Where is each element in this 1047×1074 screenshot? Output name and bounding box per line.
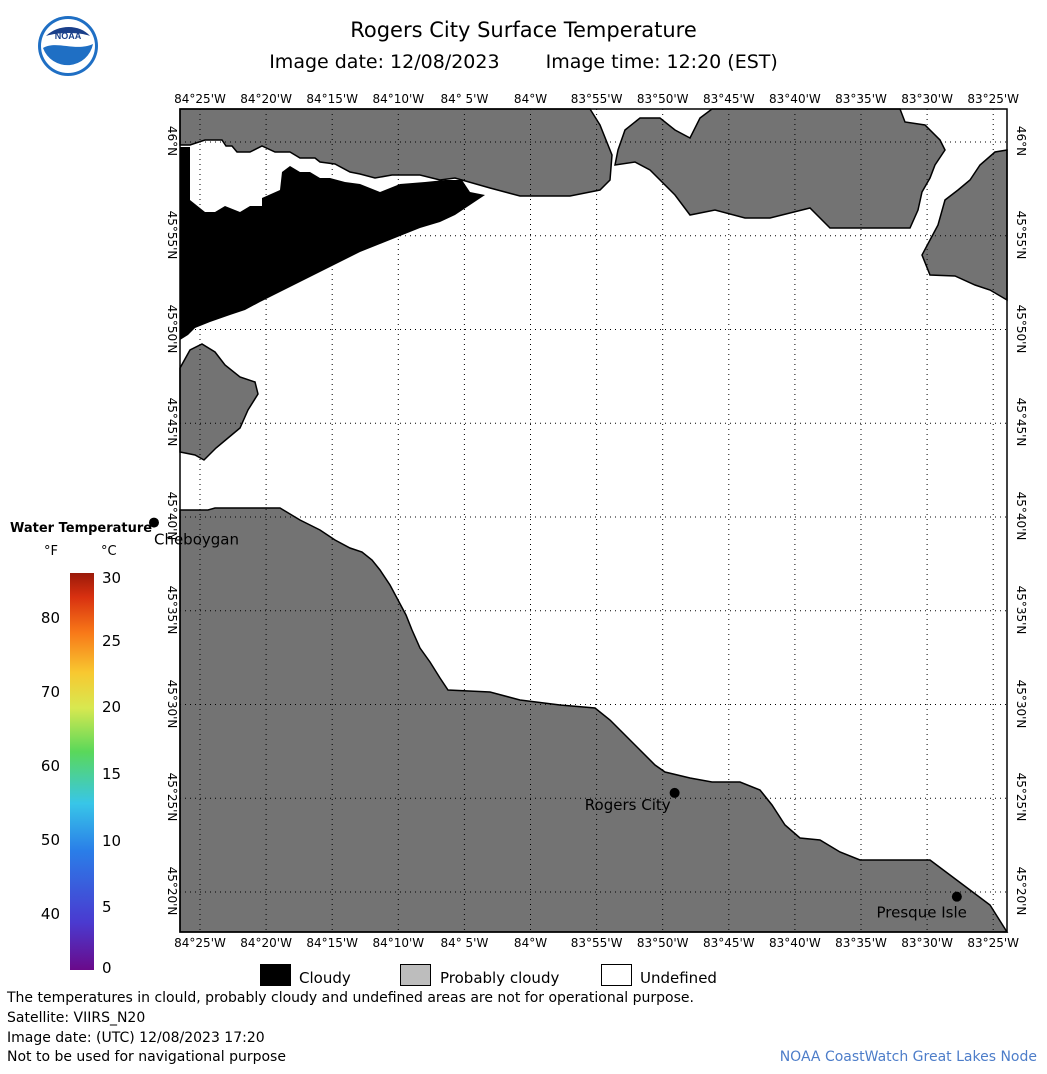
land-north-middle	[614, 108, 946, 229]
credit-text: NOAA CoastWatch Great Lakes Node	[779, 1049, 1037, 1065]
longitude-label: 83°55'W	[570, 936, 623, 950]
latitude-label: 45°50'N	[165, 304, 179, 353]
legend-f-tick: 70	[40, 683, 60, 701]
map-frame	[179, 108, 1008, 933]
longitude-label: 84°25'W	[174, 92, 226, 106]
land-west-island	[179, 343, 259, 461]
longitude-label: 83°45'W	[702, 92, 755, 106]
cloud-area	[180, 147, 485, 340]
navigation-warning: Not to be used for navigational purpose	[7, 1049, 286, 1065]
legend-f-tick: 50	[40, 831, 60, 849]
noaa-logo: NOAA	[38, 16, 98, 76]
place-label: Rogers City	[585, 796, 671, 814]
latitude-label: 45°30'N	[165, 679, 179, 728]
longitude-label: 83°25'W	[967, 936, 1020, 950]
land-north-west	[179, 108, 613, 197]
latitude-label: 45°20'N	[165, 866, 179, 916]
latitude-label: 45°45'N	[1014, 397, 1028, 447]
key-cloudy-swatch	[260, 964, 291, 986]
latitude-label: 45°55'N	[165, 210, 179, 260]
longitude-label: 83°35'W	[835, 92, 887, 106]
legend-unit-c: °C	[101, 544, 117, 559]
land-south	[179, 507, 1009, 933]
longitude-label: 83°30'W	[901, 92, 953, 106]
place-label: Cheboygan	[154, 531, 239, 549]
longitude-label: 83°40'W	[769, 936, 821, 950]
place-marker	[669, 787, 680, 798]
land-north-east	[921, 149, 1008, 302]
latitude-label: 45°40'N	[1014, 491, 1028, 541]
longitude-label: 83°45'W	[702, 936, 755, 950]
legend-c-tick: 25	[102, 632, 122, 650]
latitude-label: 45°35'N	[1014, 585, 1028, 635]
place-marker	[148, 517, 159, 528]
longitude-label: 83°40'W	[769, 92, 821, 106]
latitude-label: 45°35'N	[165, 585, 179, 635]
longitude-label: 84°10'W	[372, 936, 425, 950]
latitude-label: 45°55'N	[1014, 210, 1028, 260]
latitude-label: 46°N	[1014, 125, 1028, 157]
legend-unit-f: °F	[44, 544, 58, 559]
longitude-label: 84°10'W	[372, 92, 425, 106]
legend-c-tick: 10	[102, 832, 122, 850]
latitude-label: 45°40'N	[165, 491, 179, 541]
place-marker	[951, 891, 962, 902]
longitude-label: 83°55'W	[570, 92, 623, 106]
image-time: Image time: 12:20 (EST)	[545, 51, 778, 73]
longitude-label: 84° 5'W	[440, 936, 489, 950]
longitude-label: 84°20'W	[240, 92, 292, 106]
latitude-label: 45°30'N	[1014, 679, 1028, 728]
longitude-label: 83°30'W	[901, 936, 953, 950]
noaa-logo-text: NOAA	[55, 31, 82, 41]
key-undefined-swatch	[601, 964, 632, 986]
legend-f-tick: 40	[40, 905, 60, 923]
longitude-label: 84°W	[513, 936, 548, 950]
key-probably-cloudy-label: Probably cloudy	[440, 969, 560, 987]
legend-f-tick: 80	[40, 609, 60, 627]
legend-c-tick: 5	[102, 898, 112, 916]
disclaimer-text: The temperatures in clould, probably clo…	[7, 990, 694, 1006]
key-cloudy-label: Cloudy	[299, 969, 351, 987]
longitude-label: 83°35'W	[835, 936, 887, 950]
longitude-label: 84°15'W	[306, 936, 359, 950]
longitude-label: 84°W	[513, 92, 548, 106]
latitude-label: 45°25'N	[165, 772, 179, 822]
legend-c-tick: 0	[102, 959, 112, 977]
longitude-label: 84°15'W	[306, 92, 359, 106]
longitude-label: 83°25'W	[967, 92, 1020, 106]
map-title: Rogers City Surface Temperature	[350, 18, 697, 42]
legend-c-tick: 20	[102, 698, 122, 716]
image-date: Image date: 12/08/2023	[269, 51, 500, 73]
legend-title: Water Temperature	[10, 521, 153, 536]
utc-date-text: Image date: (UTC) 12/08/2023 17:20	[7, 1030, 265, 1046]
satellite-text: Satellite: VIIRS_N20	[7, 1010, 146, 1026]
places: Cheboygan Rogers City Presque Isle	[148, 517, 967, 922]
graticule	[180, 109, 1007, 932]
longitude-label: 83°50'W	[636, 936, 689, 950]
legend-c-tick: 30	[102, 569, 122, 587]
color-scale-bar	[70, 573, 94, 970]
latitude-label: 46°N	[165, 125, 179, 157]
latitude-label: 45°20'N	[1014, 866, 1028, 916]
map-subtitle: Image date: 12/08/2023 Image time: 12:20…	[0, 51, 1047, 73]
longitude-label: 83°50'W	[636, 92, 689, 106]
longitude-label: 84°20'W	[240, 936, 292, 950]
latitude-label: 45°45'N	[165, 397, 179, 447]
longitude-label: 84° 5'W	[440, 92, 489, 106]
longitude-label: 84°25'W	[174, 936, 226, 950]
legend-c-tick: 15	[102, 765, 122, 783]
legend-f-tick: 60	[40, 757, 60, 775]
key-undefined-label: Undefined	[640, 969, 717, 987]
key-probably-cloudy-swatch	[400, 964, 431, 986]
latitude-label: 45°50'N	[1014, 304, 1028, 353]
latitude-label: 45°25'N	[1014, 772, 1028, 822]
place-label: Presque Isle	[877, 904, 967, 922]
